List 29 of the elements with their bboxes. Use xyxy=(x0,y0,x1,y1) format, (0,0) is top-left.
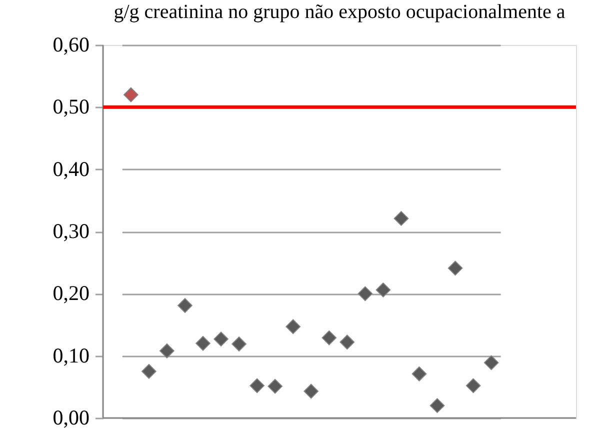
point xyxy=(448,260,463,276)
y-tick-label: 0,00 xyxy=(52,406,90,430)
point xyxy=(286,319,300,334)
point xyxy=(358,286,373,302)
point xyxy=(124,87,138,102)
y-tick-label: 0,20 xyxy=(52,281,90,306)
point xyxy=(178,298,192,313)
y-tick-label: 0,50 xyxy=(52,94,90,119)
point xyxy=(340,334,355,350)
y-tick-label: 0,30 xyxy=(52,219,90,243)
point xyxy=(412,366,427,382)
point xyxy=(430,398,445,413)
point xyxy=(142,364,156,379)
point xyxy=(214,332,228,346)
point xyxy=(376,282,391,298)
point xyxy=(394,211,409,226)
point xyxy=(232,336,246,352)
chart-title: g/g creatinina no grupo não exposto ocupacionalmente a xyxy=(114,1,566,23)
y-tick-label: 0,40 xyxy=(52,156,90,181)
y-tick-label: 0,10 xyxy=(52,343,90,368)
point xyxy=(484,355,499,370)
y-tick-label: 0,60 xyxy=(52,32,90,56)
point xyxy=(250,378,264,394)
point xyxy=(196,336,210,351)
point xyxy=(322,330,337,346)
point xyxy=(160,343,174,358)
point xyxy=(304,384,319,399)
point xyxy=(466,378,481,394)
point xyxy=(268,378,282,394)
